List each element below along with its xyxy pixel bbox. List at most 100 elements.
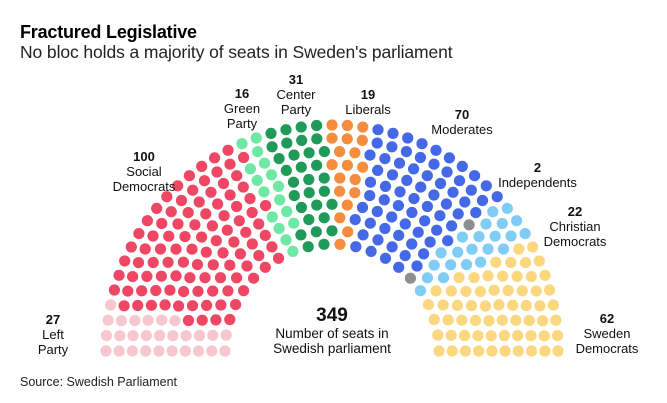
seat-liberals xyxy=(334,185,346,197)
seat-sweden-democrats xyxy=(446,345,458,357)
seat-sweden-democrats xyxy=(538,330,550,342)
seat-sweden-democrats xyxy=(482,270,494,282)
seat-center-party xyxy=(295,121,307,133)
seat-moderates xyxy=(480,180,492,192)
seat-moderates xyxy=(456,160,468,172)
seat-sweden-democrats xyxy=(511,270,523,282)
seat-sweden-democrats xyxy=(433,345,445,357)
seat-social-democrats xyxy=(212,198,224,210)
label-christian-democrats-count: 22 xyxy=(567,204,583,219)
label-liberals-count: 19 xyxy=(360,87,376,102)
seat-green-party xyxy=(265,169,278,181)
seat-social-democrats xyxy=(172,180,184,192)
seat-christian-democrats xyxy=(501,202,513,214)
seat-christian-democrats xyxy=(487,206,499,218)
seat-sweden-democrats xyxy=(422,299,434,311)
seat-social-democrats xyxy=(186,243,198,255)
seat-moderates xyxy=(434,177,447,190)
seat-liberals xyxy=(334,146,346,158)
seat-moderates xyxy=(442,235,454,247)
seat-social-democrats xyxy=(210,314,222,326)
seat-social-democrats xyxy=(224,259,236,271)
seat-sweden-democrats xyxy=(520,299,532,312)
seat-moderates xyxy=(364,149,376,161)
seat-social-democrats xyxy=(165,206,177,218)
seat-center-party xyxy=(326,225,338,237)
total-seats-label: 349 Number of seats in Swedish parliamen… xyxy=(262,306,402,357)
seat-social-democrats xyxy=(118,300,130,312)
seat-liberals xyxy=(326,159,338,171)
seat-green-party xyxy=(273,222,285,235)
seat-left-party xyxy=(154,329,166,342)
seat-center-party xyxy=(303,214,315,226)
seat-social-democrats xyxy=(136,285,148,297)
seat-moderates xyxy=(431,224,443,236)
seat-moderates xyxy=(399,218,411,230)
seat-moderates xyxy=(379,222,391,235)
seat-social-democrats xyxy=(164,284,176,296)
label-social-democrats-name-1: Social xyxy=(126,164,162,179)
seat-sweden-democrats xyxy=(456,314,468,326)
seat-social-democrats xyxy=(241,260,253,272)
seat-social-democrats xyxy=(161,191,173,203)
seat-left-party xyxy=(114,330,126,342)
seat-moderates xyxy=(393,157,406,169)
seat-center-party xyxy=(273,153,285,165)
label-left-party-count: 27 xyxy=(45,312,61,327)
seat-center-party xyxy=(318,212,330,224)
seat-liberals xyxy=(341,119,353,132)
seat-social-democrats xyxy=(172,218,184,230)
seat-moderates xyxy=(357,229,369,241)
seat-social-democrats xyxy=(175,194,188,207)
seat-sweden-democrats xyxy=(428,313,440,326)
seat-moderates xyxy=(441,166,453,178)
seat-center-party xyxy=(318,146,330,158)
seat-christian-democrats xyxy=(496,217,508,230)
label-sweden-democrats-name-1: Sweden xyxy=(583,326,631,341)
seat-social-democrats xyxy=(108,284,120,296)
label-green-party-name-1: Green xyxy=(223,101,261,116)
seat-social-democrats xyxy=(207,259,219,271)
seat-moderates xyxy=(392,200,404,212)
seat-center-party xyxy=(287,176,300,188)
seat-liberals xyxy=(341,199,353,211)
seat-social-democrats xyxy=(200,208,212,220)
seat-social-democrats xyxy=(214,272,227,284)
seat-left-party xyxy=(206,345,218,357)
seat-social-democrats xyxy=(186,300,199,312)
seat-social-democrats xyxy=(150,284,162,297)
seat-sweden-democrats xyxy=(432,329,444,341)
label-christian-democrats-name-1: Christian xyxy=(549,219,601,234)
seat-liberals xyxy=(349,147,361,159)
seat-christian-democrats xyxy=(456,231,468,243)
seat-liberals xyxy=(326,132,338,144)
seat-green-party xyxy=(252,146,264,158)
label-liberals-name: Liberals xyxy=(345,102,391,117)
seat-green-party xyxy=(281,205,293,218)
seat-sweden-democrats xyxy=(496,314,508,326)
seat-center-party xyxy=(303,187,315,199)
seat-sweden-democrats xyxy=(437,299,449,311)
seat-christian-democrats xyxy=(510,215,523,227)
seat-moderates xyxy=(434,210,446,222)
seat-moderates xyxy=(412,226,424,238)
seat-social-democrats xyxy=(217,177,230,190)
seat-social-democrats xyxy=(170,270,182,282)
seat-social-democrats xyxy=(132,299,144,312)
seat-social-democrats xyxy=(234,248,246,260)
label-center-party-count: 31 xyxy=(288,72,304,87)
seat-social-democrats xyxy=(224,189,236,201)
seat-social-democrats xyxy=(211,166,223,178)
seat-left-party xyxy=(140,330,152,342)
seat-center-party xyxy=(295,229,307,241)
seat-social-democrats xyxy=(119,255,131,267)
seat-green-party xyxy=(250,132,262,144)
seat-left-party xyxy=(142,314,154,326)
seat-green-party xyxy=(258,186,270,198)
seat-social-democrats xyxy=(198,175,211,187)
seat-christian-democrats xyxy=(460,259,473,271)
seat-christian-democrats xyxy=(489,230,501,242)
seat-center-party xyxy=(280,164,292,176)
seat-moderates xyxy=(400,146,412,158)
seat-sweden-democrats xyxy=(485,330,497,342)
